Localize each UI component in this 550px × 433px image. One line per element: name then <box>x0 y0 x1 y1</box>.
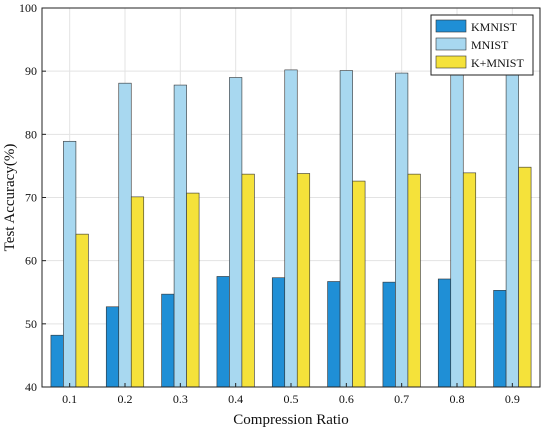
legend-swatch <box>435 19 467 33</box>
y-tick-label: 70 <box>25 191 37 205</box>
bar-k-mnist-0-8 <box>462 172 477 388</box>
bar-k-mnist-0-5 <box>296 173 311 388</box>
bar-mnist-0-2 <box>118 82 132 388</box>
bar-mnist-0-6 <box>339 70 353 388</box>
bar-kmnist-0-9 <box>493 290 507 388</box>
x-tick-label: 0.5 <box>284 392 299 406</box>
legend-swatch <box>435 37 467 51</box>
bar-kmnist-0-8 <box>437 278 452 388</box>
y-tick-label: 90 <box>25 64 37 78</box>
bar-k-mnist-0-3 <box>186 192 200 388</box>
y-tick-label: 40 <box>25 380 37 394</box>
bars <box>50 69 532 388</box>
x-tick-label: 0.7 <box>394 392 409 406</box>
bar-mnist-0-1 <box>63 140 77 388</box>
x-tick-label: 0.1 <box>62 392 77 406</box>
bar-mnist-0-4 <box>229 77 243 388</box>
x-tick-label: 0.8 <box>450 392 465 406</box>
x-tick-label: 0.2 <box>118 392 133 406</box>
bar-kmnist-0-3 <box>161 293 175 388</box>
bar-mnist-0-3 <box>173 84 187 388</box>
y-tick-label: 100 <box>19 1 37 15</box>
bar-k-mnist-0-6 <box>352 180 366 388</box>
bar-mnist-0-8 <box>450 70 464 388</box>
bar-mnist-0-5 <box>284 69 298 388</box>
legend: KMNIST MNIST K+MNIST <box>430 14 534 76</box>
bar-kmnist-0-1 <box>50 334 64 388</box>
bar-kmnist-0-6 <box>327 281 341 388</box>
bar-kmnist-0-7 <box>382 281 396 388</box>
legend-label: K+MNIST <box>471 56 524 70</box>
y-tick-label: 50 <box>25 317 37 331</box>
bar-k-mnist-0-4 <box>241 173 255 388</box>
legend-swatch <box>435 55 467 69</box>
x-axis-title: Compression Ratio <box>233 412 348 428</box>
bar-k-mnist-0-2 <box>130 196 145 388</box>
bar-kmnist-0-2 <box>105 306 120 388</box>
x-tick-label: 0.9 <box>505 392 520 406</box>
y-tick-labels: 40 50 60 70 80 90 100 <box>19 1 46 394</box>
bar-mnist-0-9 <box>505 74 519 388</box>
bar-mnist-0-7 <box>395 72 409 388</box>
x-tick-label: 0.6 <box>339 392 354 406</box>
bar-kmnist-0-5 <box>271 277 286 388</box>
bar-k-mnist-0-7 <box>407 173 421 388</box>
x-tick-label: 0.3 <box>173 392 188 406</box>
y-tick-label: 80 <box>25 127 37 141</box>
bar-kmnist-0-4 <box>216 276 230 388</box>
x-tick-label: 0.4 <box>228 392 243 406</box>
bar-k-mnist-0-1 <box>75 233 89 388</box>
x-tick-labels: 0.1 0.2 0.3 0.4 0.5 0.6 0.7 0.8 0.9 <box>62 383 520 406</box>
bar-k-mnist-0-9 <box>518 166 532 388</box>
legend-label: MNIST <box>471 38 509 52</box>
y-tick-label: 60 <box>25 254 37 268</box>
y-axis-title: Test Accuracy(%) <box>2 144 18 252</box>
legend-label: KMNIST <box>471 20 518 34</box>
